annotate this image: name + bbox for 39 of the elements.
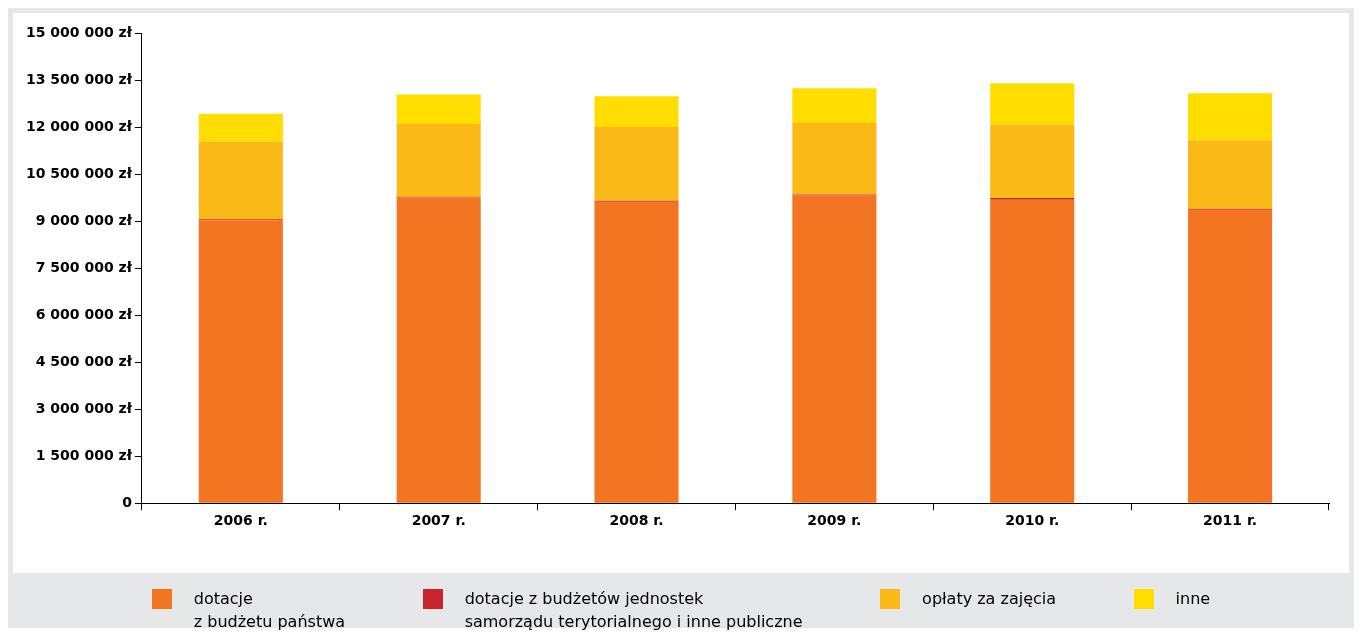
bar [594, 127, 679, 201]
bar [198, 141, 283, 220]
bar [990, 83, 1075, 125]
bar [1188, 93, 1273, 141]
y-tick-label: 9 000 000 zł [35, 211, 133, 228]
bar [396, 94, 481, 124]
y-tick-label: 4 500 000 zł [35, 352, 133, 369]
x-tick-label: 2008 r. [609, 512, 664, 529]
y-tick-label: 15 000 000 zł [25, 23, 133, 40]
y-tick-label: 13 500 000 zł [25, 70, 133, 87]
legend-label: dotacje z budżetów jednostek samorządu terytorialnego i inne publiczne [464, 588, 803, 633]
y-tick-label: 12 000 000 zł [25, 117, 133, 134]
bar [396, 123, 481, 197]
y-tick-label: 0 [122, 493, 133, 510]
y-tick-label: 3 000 000 zł [35, 399, 133, 416]
bar [990, 124, 1075, 198]
legend-label: inne [1175, 588, 1211, 610]
bar [1188, 209, 1273, 503]
x-tick-label: 2007 r. [411, 512, 466, 529]
legend-label: dotacje z budżetu państwa [193, 588, 346, 633]
bar [792, 195, 877, 503]
x-tick-label: 2011 r. [1203, 512, 1258, 529]
bar [990, 199, 1075, 503]
bar [594, 96, 679, 128]
legend-label: opłaty za zajęcia [922, 588, 1057, 610]
x-tick-label: 2010 r. [1005, 512, 1060, 529]
y-tick-label: 7 500 000 zł [35, 258, 133, 275]
y-tick-label: 6 000 000 zł [35, 305, 133, 322]
x-tick-label: 2006 r. [213, 512, 268, 529]
bar [594, 201, 679, 503]
bar [1188, 140, 1273, 209]
bar [396, 197, 481, 503]
bar [792, 122, 877, 195]
bar [198, 113, 283, 142]
y-tick-label: 1 500 000 zł [35, 446, 133, 463]
bar [792, 88, 877, 123]
y-tick-label: 10 500 000 zł [25, 164, 133, 181]
x-tick-label: 2009 r. [807, 512, 862, 529]
bar [198, 220, 283, 503]
